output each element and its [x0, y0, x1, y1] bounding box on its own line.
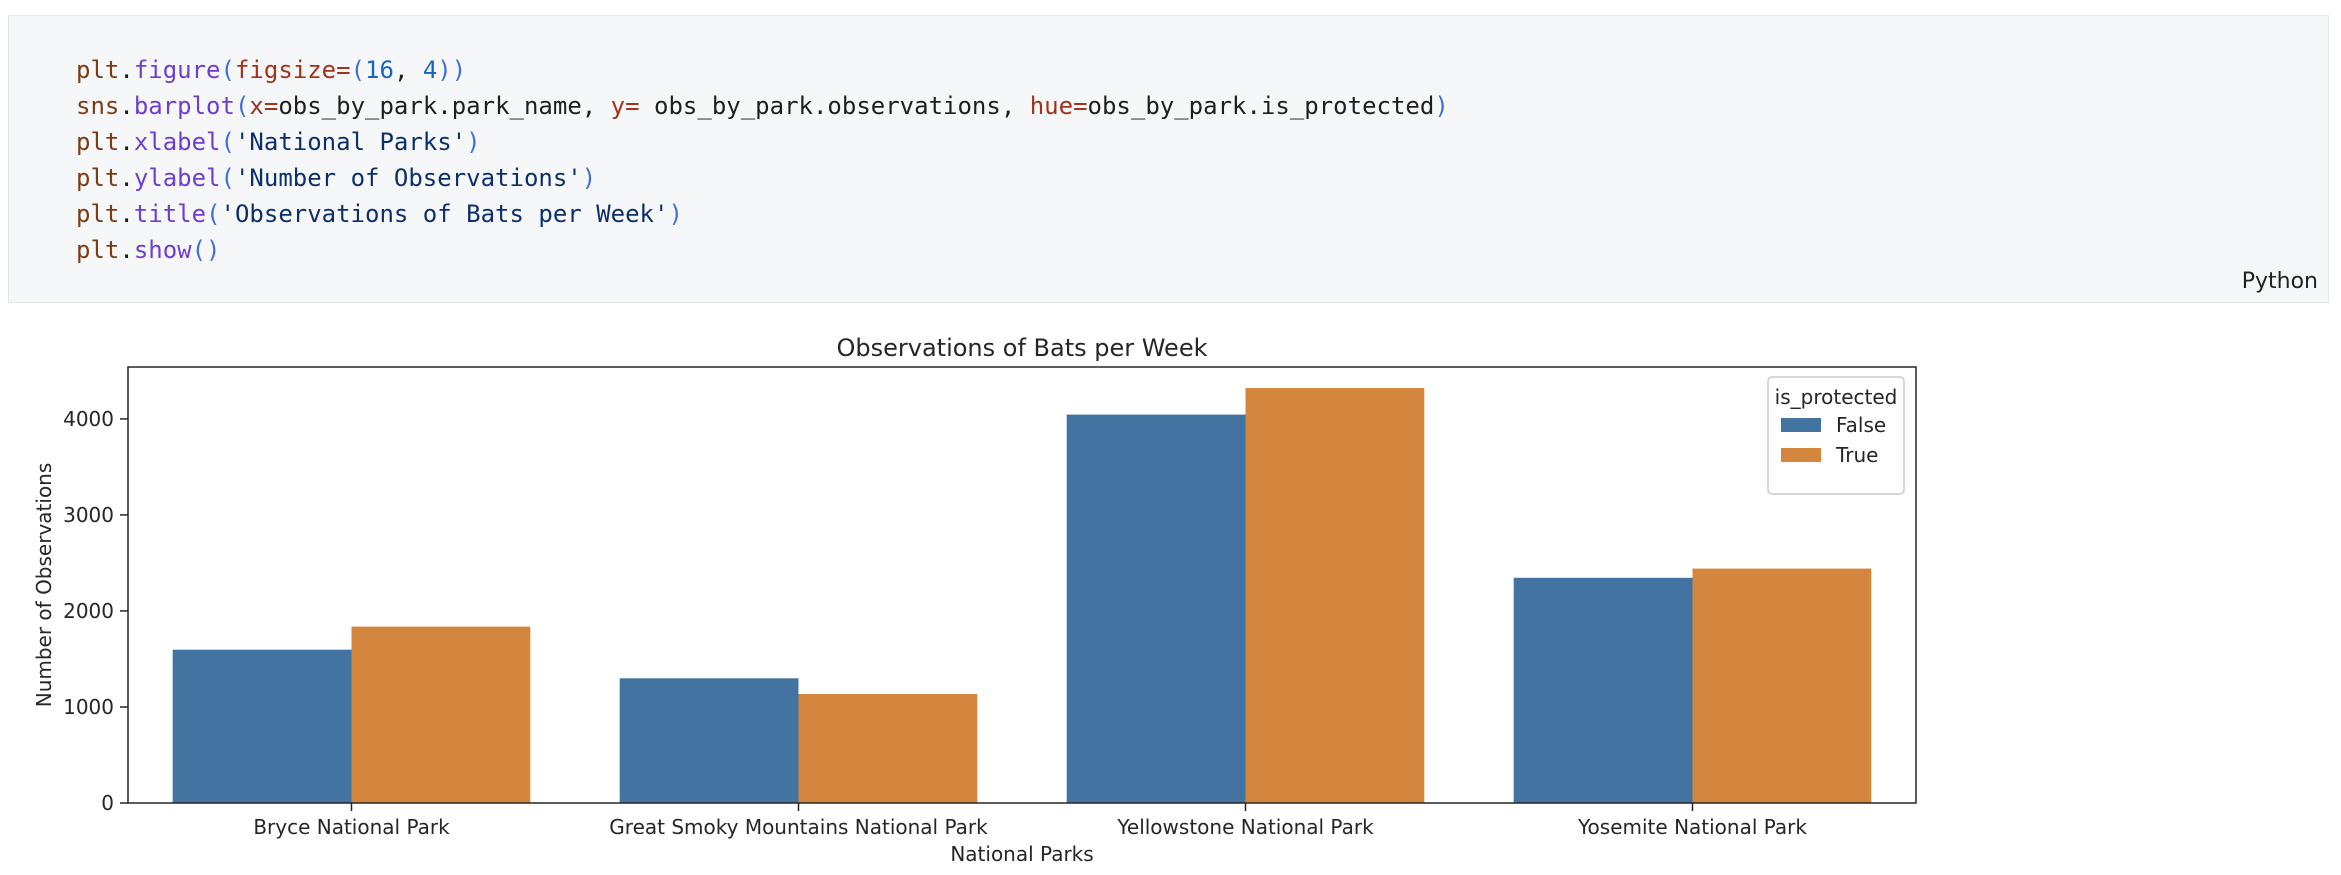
- x-axis: Bryce National Park Great Smoky Mountains…: [253, 803, 1807, 839]
- bar-true-1: [798, 694, 978, 803]
- bar-true-0: [351, 626, 531, 803]
- x-tick-label: Yosemite National Park: [1577, 815, 1807, 839]
- code-token: ylabel: [133, 164, 221, 192]
- legend-title: is_protected: [1775, 385, 1898, 409]
- y-tick-label: 3000: [63, 503, 114, 527]
- code-token: =: [1073, 92, 1088, 120]
- code-token: 'National Parks': [234, 128, 467, 156]
- code-line: plt.ylabel('Number of Observations'): [76, 160, 1449, 196]
- code-token: figure: [133, 56, 221, 84]
- code-token: plt: [76, 236, 120, 264]
- code-token: obs_by_park.observations,: [654, 92, 1030, 120]
- code-token: (: [220, 56, 235, 84]
- code-token: =: [263, 92, 279, 120]
- code-token: show: [133, 236, 192, 264]
- code-line: plt.xlabel('National Parks'): [76, 124, 1449, 160]
- code-token: (): [191, 236, 221, 264]
- code-line: sns.barplot(x=obs_by_park.park_name, y= …: [76, 88, 1449, 124]
- bars-group: [172, 388, 1872, 803]
- code-token: 'Observations of Bats per Week': [220, 200, 669, 228]
- code-token: x: [249, 92, 264, 120]
- code-cell[interactable]: plt.figure(figsize=(16, 4)) sns.barplot(x…: [8, 15, 2329, 303]
- code-line: plt.title('Observations of Bats per Week…: [76, 196, 1449, 232]
- bar-true-2: [1245, 388, 1425, 803]
- code-token: sns: [76, 92, 120, 120]
- code-token: .: [119, 236, 134, 264]
- legend-label-false: False: [1836, 413, 1886, 437]
- code-token: 4: [422, 56, 438, 84]
- code-token: .: [119, 56, 134, 84]
- legend-swatch-true: [1781, 448, 1821, 462]
- bar-false-1: [619, 678, 799, 803]
- legend-box: [1767, 376, 1905, 495]
- bar-false-2: [1066, 414, 1246, 803]
- y-axis: 0 1000 2000 3000 4000: [63, 407, 128, 815]
- code-line: plt.figure(figsize=(16, 4)): [76, 52, 1449, 88]
- y-axis-label: Number of Observations: [32, 463, 56, 708]
- x-tick-label: Bryce National Park: [253, 815, 450, 839]
- legend-label-true: True: [1835, 443, 1878, 467]
- bar-chart: Observations of Bats per Week 0 1000 2000 3…: [32, 334, 1917, 866]
- code-token: ): [1434, 92, 1449, 120]
- code-token: 16: [365, 56, 394, 84]
- code-token: plt: [76, 56, 120, 84]
- y-tick-label: 1000: [63, 695, 114, 719]
- x-tick-label: Great Smoky Mountains National Park: [609, 815, 988, 839]
- code-token: )): [437, 56, 467, 84]
- code-token: xlabel: [133, 128, 221, 156]
- code-token: ): [581, 164, 597, 192]
- code-token: ): [466, 128, 481, 156]
- code-token: title: [133, 200, 207, 228]
- code-token: =: [625, 92, 655, 120]
- bar-true-3: [1692, 568, 1872, 803]
- plot-frame: [127, 366, 1917, 804]
- code-token: barplot: [133, 92, 235, 120]
- code-token: obs_by_park.is_protected: [1087, 92, 1435, 120]
- code-token: (: [234, 92, 250, 120]
- code-token: (: [206, 200, 221, 228]
- code-token: (: [220, 128, 235, 156]
- x-tick-label: Yellowstone National Park: [1116, 815, 1374, 839]
- legend: is_protected False True: [1767, 376, 1905, 495]
- code-token: 'Number of Observations': [234, 164, 582, 192]
- y-tick-label: 2000: [63, 599, 114, 623]
- x-axis-label: National Parks: [950, 842, 1093, 866]
- bar-false-3: [1513, 577, 1693, 803]
- language-label: Python: [2241, 269, 2318, 294]
- code-token: .: [119, 92, 134, 120]
- y-tick-label: 0: [101, 791, 114, 815]
- chart-title: Observations of Bats per Week: [836, 334, 1207, 362]
- code-token: y: [610, 92, 626, 120]
- code-token: hue: [1029, 92, 1074, 120]
- code-token: .: [119, 200, 134, 228]
- code-token: =: [336, 56, 351, 84]
- code-token: (: [220, 164, 235, 192]
- code-token: obs_by_park.park_name,: [278, 92, 611, 120]
- code-token: (: [350, 56, 366, 84]
- code-editor[interactable]: plt.figure(figsize=(16, 4)) sns.barplot(x…: [76, 52, 1449, 268]
- code-token: plt: [76, 200, 120, 228]
- code-token: plt: [76, 164, 120, 192]
- code-token: ): [668, 200, 683, 228]
- code-token: .: [119, 164, 134, 192]
- legend-swatch-false: [1781, 418, 1821, 432]
- code-token: figsize: [234, 56, 337, 84]
- code-token: ,: [393, 56, 423, 84]
- code-line: plt.show(): [76, 232, 1449, 268]
- y-tick-label: 4000: [63, 407, 114, 431]
- code-token: .: [119, 128, 134, 156]
- code-token: plt: [76, 128, 120, 156]
- bar-false-0: [172, 649, 352, 803]
